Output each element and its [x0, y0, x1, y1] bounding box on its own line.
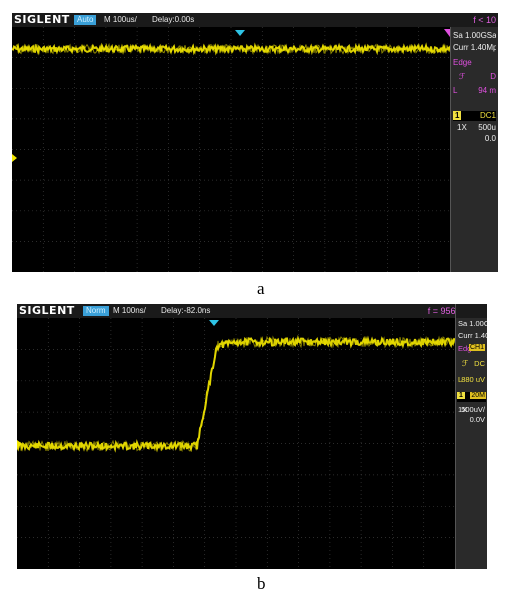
trigger-position-marker [209, 320, 219, 326]
level-label: L [453, 86, 458, 95]
trigger-type-text[interactable]: Edge [458, 344, 476, 353]
timebase-readout[interactable]: M 100us/ [104, 15, 137, 24]
channel-number: 1 [457, 392, 465, 399]
coupling-badge: DC1 [479, 111, 496, 120]
waveform-display[interactable] [17, 318, 455, 569]
sample-rate-text: Sa 1.00GSa/s [458, 319, 487, 328]
channel-scale: 1X 500u [453, 122, 496, 133]
brand-logo: SIGLENT [19, 304, 75, 317]
status-bar: SIGLENT Norm M 100ns/ Delay:-82.0ns f = … [17, 304, 486, 318]
channel-1-ground-marker [12, 154, 17, 162]
trigger-source-badge[interactable]: CH1 [468, 344, 485, 351]
coupling-badge: 20M [470, 392, 486, 399]
waveform-svg [12, 27, 450, 272]
trigger-slope-coupling[interactable]: ℱ D [453, 71, 496, 82]
brand-logo: SIGLENT [14, 13, 70, 26]
trigger-position-marker [235, 30, 245, 36]
timebase-readout[interactable]: M 100ns/ [113, 306, 146, 315]
probe-ratio: 1X [458, 405, 468, 414]
volts-per-div: 500u [478, 123, 496, 132]
level-value: 94 m [478, 86, 496, 95]
channel-offset: 0.0V [469, 415, 485, 424]
scope-screenshot-a: SIGLENT Auto M 100us/ Delay:0.00s f < 10… [12, 13, 498, 272]
trigger-mode-badge[interactable]: Norm [83, 306, 109, 316]
level-value: 880 uV [461, 375, 485, 384]
trigger-coupling: D [490, 72, 496, 81]
delay-readout[interactable]: Delay:-82.0ns [161, 306, 211, 315]
memory-depth-text: Curr 1.40kpts [458, 331, 487, 340]
trigger-level-marker [444, 29, 450, 37]
channel-1-box[interactable]: 1 DC1 [453, 111, 496, 121]
waveform-trace-noise [12, 42, 450, 56]
trigger-coupling: DC [474, 359, 485, 368]
scope-screenshot-b: SIGLENT Norm M 100ns/ Delay:-82.0ns f = … [17, 304, 486, 569]
caption-b: b [257, 574, 266, 593]
trigger-mode-badge[interactable]: Auto [74, 15, 97, 25]
waveform-svg [17, 318, 455, 569]
channel-1-ground-marker [17, 440, 22, 448]
caption-a: a [257, 279, 265, 298]
trigger-type[interactable]: Edge [453, 58, 472, 67]
memory-depth: Curr 1.40Mpt [453, 43, 496, 52]
sample-rate: Sa 1.00GSa [453, 31, 496, 40]
slope-icon: ℱ [462, 359, 469, 368]
trigger-level[interactable]: L 94 m [453, 85, 496, 96]
waveform-trace [12, 42, 450, 56]
waveform-trace [17, 334, 455, 453]
settings-sidebar-b: Sa 1.00GSa/s Curr 1.40kpts Edge CH1 ℱ DC… [455, 304, 487, 569]
frequency-readout: f < 10 [473, 15, 496, 25]
level-label: L [458, 375, 463, 384]
slope-icon: ℱ [459, 72, 466, 81]
waveform-display[interactable] [12, 27, 450, 272]
waveform-trace-noise [17, 335, 455, 453]
channel-1-box[interactable]: 1 20M [457, 392, 486, 402]
channel-number: 1 [453, 111, 462, 120]
settings-sidebar: Sa 1.00GSa Curr 1.40Mpt Edge ℱ D L 94 m … [450, 27, 498, 272]
channel-offset: 0.0 [484, 134, 496, 143]
probe-ratio: 1X [457, 123, 467, 132]
volts-per-div: 500uV/ [461, 405, 485, 414]
status-bar: SIGLENT Auto M 100us/ Delay:0.00s f < 10 [12, 13, 498, 27]
delay-readout[interactable]: Delay:0.00s [152, 15, 195, 24]
